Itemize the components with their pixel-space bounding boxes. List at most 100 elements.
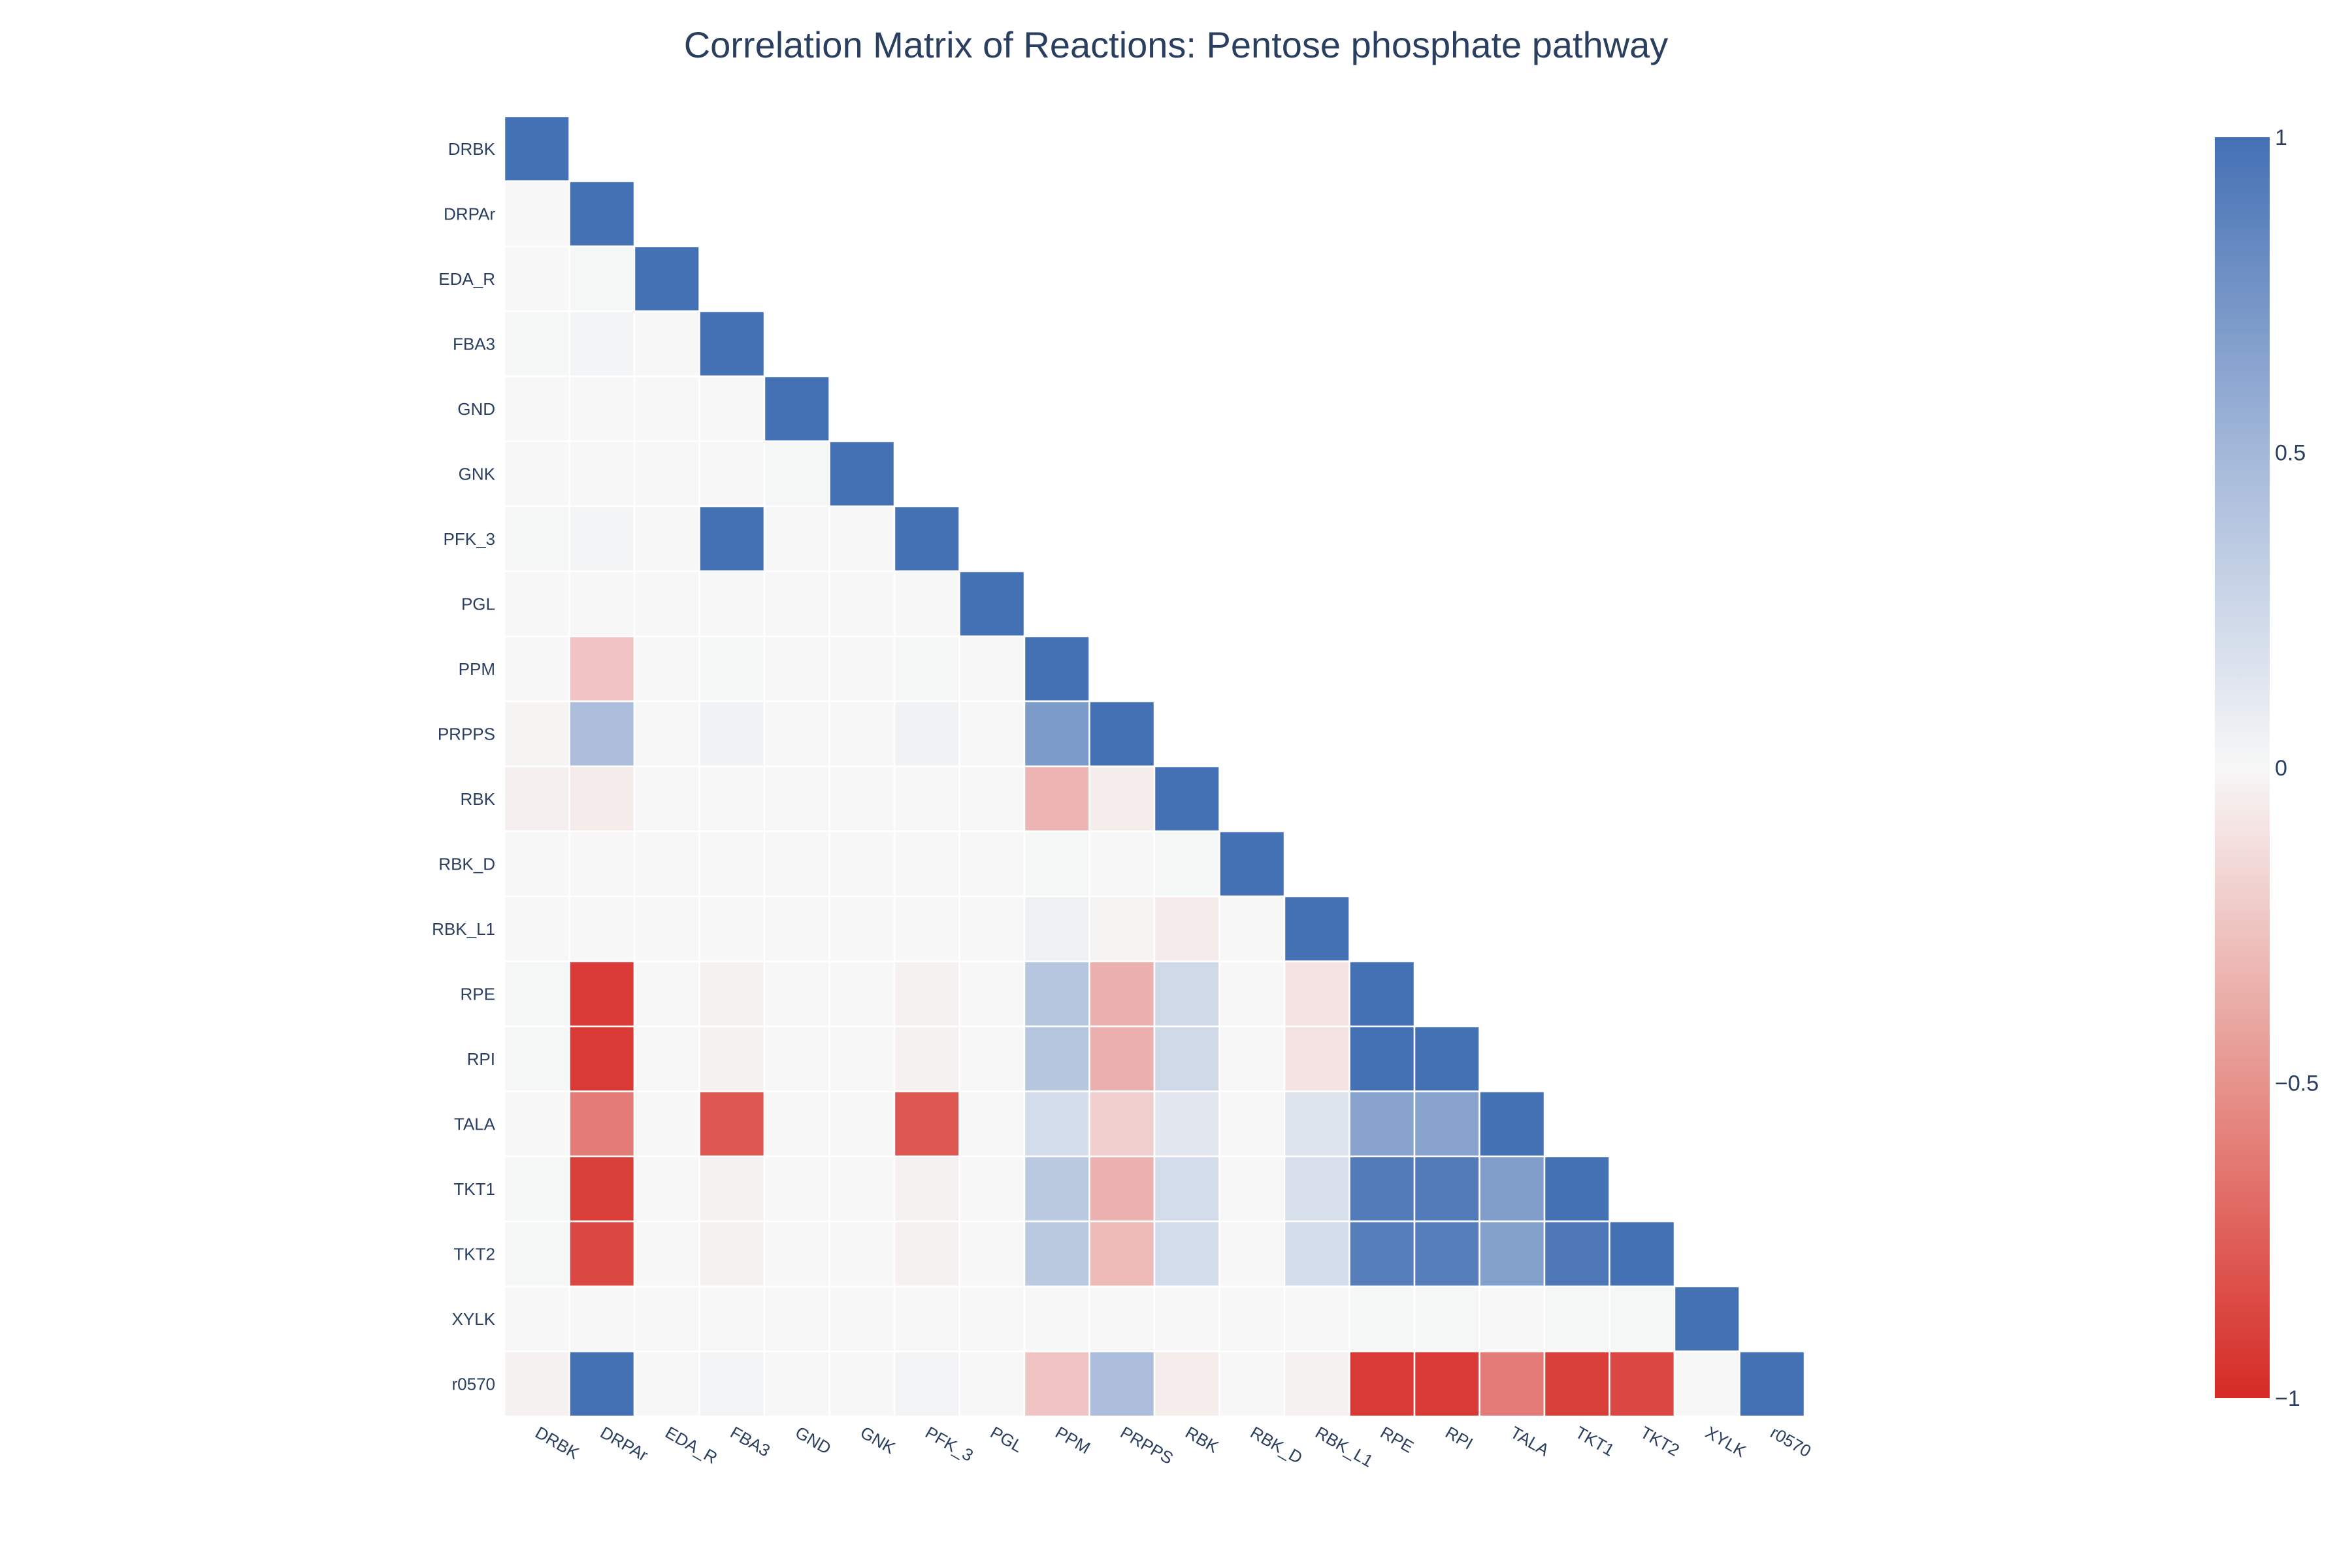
heatmap-cell-PGL-PGL	[958, 570, 1026, 638]
heatmap-cell-TALA-PPM	[1023, 1090, 1090, 1158]
y-tick-PRPPS: PRPPS	[438, 724, 495, 743]
heatmap-cell-RPE-RPE	[1348, 960, 1416, 1028]
heatmap-cell-TALA-RPI	[1413, 1090, 1480, 1158]
y-tick-EDA_R: EDA_R	[438, 269, 495, 289]
heatmap-cell-GNK-DRPAr	[568, 440, 636, 508]
heatmap-cell-GNK-GND	[763, 440, 830, 508]
heatmap-cell-FBA3-DRPAr	[568, 310, 636, 378]
heatmap-cell-TKT2-RPI	[1413, 1220, 1480, 1288]
heatmap-cell-PGL-GNK	[828, 570, 896, 638]
heatmap-cell-TKT2-PRPPS	[1088, 1220, 1156, 1288]
x-tick-DRPAr: DRPAr	[597, 1422, 652, 1465]
heatmap-cell-r0570-TALA	[1478, 1350, 1546, 1418]
colorbar-tick: −0.5	[2275, 1071, 2319, 1096]
heatmap-cell-TALA-RPE	[1348, 1090, 1416, 1158]
heatmap-cell-PPM-PPM	[1023, 635, 1090, 702]
colorbar	[2215, 137, 2270, 1398]
colorbar-tick: 0.5	[2275, 441, 2306, 466]
heatmap-cell-XYLK-RBK	[1153, 1285, 1220, 1352]
y-tick-PFK_3: PFK_3	[444, 529, 496, 549]
colorbar-tick: 0	[2275, 756, 2287, 781]
y-tick-FBA3: FBA3	[453, 334, 495, 353]
heatmap-cell-XYLK-TALA	[1478, 1285, 1546, 1352]
heatmap-cell-XYLK-TKT1	[1543, 1285, 1610, 1352]
heatmap-cell-TKT1-DRPAr	[568, 1155, 636, 1222]
heatmap-cell-PRPPS-PFK_3	[893, 700, 960, 768]
heatmap-cells	[503, 115, 1806, 1418]
heatmap-cell-PRPPS-PPM	[1023, 700, 1090, 768]
y-tick-DRPAr: DRPAr	[444, 204, 495, 223]
heatmap-cell-TKT2-PGL	[958, 1220, 1026, 1288]
heatmap-cell-PRPPS-GND	[763, 700, 830, 768]
heatmap-cell-PRPPS-PRPPS	[1088, 700, 1156, 768]
heatmap-cell-TALA-GND	[763, 1090, 830, 1158]
heatmap-cell-TALA-FBA3	[698, 1090, 766, 1158]
heatmap-cell-TKT1-RBK_L1	[1283, 1155, 1350, 1222]
heatmap-cell-TALA-RBK_D	[1218, 1090, 1286, 1158]
heatmap-cell-TALA-GNK	[828, 1090, 896, 1158]
heatmap-cell-TKT1-GND	[763, 1155, 830, 1222]
heatmap-cell-RBK_D-FBA3	[698, 830, 766, 898]
heatmap-cell-TKT1-PRPPS	[1088, 1155, 1156, 1222]
heatmap-cell-TALA-EDA_R	[633, 1090, 700, 1158]
heatmap-cell-RBK-PGL	[958, 765, 1026, 832]
heatmap-cell-XYLK-RBK_D	[1218, 1285, 1286, 1352]
heatmap-cell-TKT1-RBK	[1153, 1155, 1220, 1222]
heatmap-cell-PPM-GND	[763, 635, 830, 702]
heatmap-cell-RPI-EDA_R	[633, 1025, 700, 1092]
heatmap-cell-PGL-EDA_R	[633, 570, 700, 638]
heatmap-cell-DRBK-DRBK	[503, 115, 570, 182]
heatmap-cell-RBK_L1-PGL	[958, 895, 1026, 962]
heatmap-cell-RBK_L1-PFK_3	[893, 895, 960, 962]
x-axis-tick-labels: DRBK DRPAr EDA_R FBA3 GND GNK PFK_3 PGL PPM PRPPS…	[532, 1422, 1814, 1471]
heatmap-cell-PFK_3-DRPAr	[568, 505, 636, 572]
heatmap-cell-RPI-PGL	[958, 1025, 1026, 1092]
heatmap-cell-XYLK-DRBK	[503, 1285, 570, 1352]
y-tick-XYLK: XYLK	[452, 1309, 496, 1329]
heatmap-cell-RPE-GNK	[828, 960, 896, 1028]
heatmap-cell-PPM-DRBK	[503, 635, 570, 702]
heatmap-cell-RBK-FBA3	[698, 765, 766, 832]
heatmap-cell-RBK_L1-GND	[763, 895, 830, 962]
heatmap-cell-XYLK-EDA_R	[633, 1285, 700, 1352]
heatmap-cell-TALA-RBK	[1153, 1090, 1220, 1158]
heatmap-cell-XYLK-GNK	[828, 1285, 896, 1352]
heatmap-cell-TKT2-RBK_L1	[1283, 1220, 1350, 1288]
y-tick-PPM: PPM	[459, 659, 495, 679]
heatmap-cell-TKT2-DRPAr	[568, 1220, 636, 1288]
x-tick-RBK_D: RBK_D	[1247, 1422, 1306, 1467]
heatmap-cell-RPI-RBK_L1	[1283, 1025, 1350, 1092]
heatmap-cell-PFK_3-EDA_R	[633, 505, 700, 572]
heatmap-cell-TALA-PFK_3	[893, 1090, 960, 1158]
colorbar-tick-labels: 1 0.5 0 −0.5 −1	[2275, 125, 2319, 1411]
heatmap-cell-RBK_L1-PPM	[1023, 895, 1090, 962]
heatmap-cell-TKT1-PPM	[1023, 1155, 1090, 1222]
heatmap-cell-RBK_L1-GNK	[828, 895, 896, 962]
y-tick-RBK_D: RBK_D	[438, 854, 495, 874]
heatmap-cell-RBK-PFK_3	[893, 765, 960, 832]
heatmap-cell-PRPPS-DRBK	[503, 700, 570, 768]
x-tick-RBK: RBK	[1182, 1422, 1222, 1457]
heatmap-cell-RBK_L1-EDA_R	[633, 895, 700, 962]
heatmap-cell-RBK_D-PRPPS	[1088, 830, 1156, 898]
heatmap-cell-RBK_D-GND	[763, 830, 830, 898]
x-tick-TKT1: TKT1	[1572, 1422, 1618, 1460]
heatmap-cell-PPM-PFK_3	[893, 635, 960, 702]
heatmap-cell-RBK_L1-RBK_D	[1218, 895, 1286, 962]
heatmap-cell-TKT1-PFK_3	[893, 1155, 960, 1222]
heatmap-cell-RBK_L1-DRPAr	[568, 895, 636, 962]
x-tick-RBK_L1: RBK_L1	[1312, 1422, 1377, 1471]
heatmap-cell-TKT2-PFK_3	[893, 1220, 960, 1288]
heatmap-cell-RPI-GNK	[828, 1025, 896, 1092]
x-tick-TKT2: TKT2	[1637, 1422, 1683, 1460]
heatmap-cell-PRPPS-DRPAr	[568, 700, 636, 768]
heatmap-cell-TALA-DRBK	[503, 1090, 570, 1158]
heatmap-cell-RPE-RBK_L1	[1283, 960, 1350, 1028]
heatmap-cell-XYLK-RPI	[1413, 1285, 1480, 1352]
heatmap-cell-TKT1-RPI	[1413, 1155, 1480, 1222]
heatmap-cell-RPI-DRPAr	[568, 1025, 636, 1092]
heatmap-cell-RPE-PPM	[1023, 960, 1090, 1028]
heatmap-cell-PGL-GND	[763, 570, 830, 638]
heatmap-cell-RPI-RPE	[1348, 1025, 1416, 1092]
heatmap-cell-EDA_R-EDA_R	[633, 245, 700, 312]
